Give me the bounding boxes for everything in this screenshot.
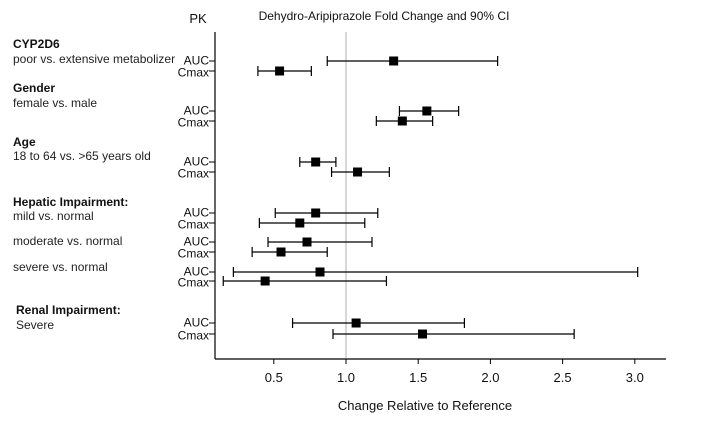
pk-label: AUC <box>184 235 210 249</box>
pk-label: AUC <box>184 206 210 220</box>
forest-row: AUC <box>184 54 499 68</box>
forest-row: Cmax <box>178 218 366 232</box>
pk-label: Cmax <box>178 329 209 343</box>
x-tick-label: 1.5 <box>409 370 427 385</box>
point-estimate <box>389 56 399 66</box>
forest-row: Cmax <box>178 167 390 181</box>
forest-row: Cmax <box>178 329 575 343</box>
point-estimate <box>295 218 305 228</box>
forest-row: AUC <box>184 206 379 220</box>
x-axis-label: Change Relative to Reference <box>338 398 512 413</box>
forest-row: AUC <box>184 235 373 249</box>
group-title: Hepatic Impairment: <box>13 195 129 209</box>
group-title: Renal Impairment: <box>16 303 121 317</box>
group-subtitle: mild vs. normal <box>13 209 94 223</box>
group-subtitle: moderate vs. normal <box>13 234 123 248</box>
x-tick-label: 2.5 <box>554 370 572 385</box>
forest-row: AUC <box>184 265 639 279</box>
group-subtitle: severe vs. normal <box>13 260 108 274</box>
point-estimate <box>311 208 321 218</box>
point-estimate <box>276 247 286 257</box>
point-estimate <box>397 116 407 126</box>
chart-title: Dehydro-Aripiprazole Fold Change and 90%… <box>259 9 510 23</box>
x-tick-label: 1.0 <box>337 370 355 385</box>
group-subtitle: female vs. male <box>13 96 98 110</box>
x-tick-label: 2.0 <box>481 370 499 385</box>
forest-row: AUC <box>184 155 337 169</box>
pk-label: AUC <box>184 155 210 169</box>
pk-label: AUC <box>184 104 210 118</box>
pk-label: Cmax <box>178 276 209 290</box>
pk-label: Cmax <box>178 66 209 80</box>
pk-label: Cmax <box>178 247 209 261</box>
group-title: Gender <box>13 81 56 95</box>
group-subtitle: poor vs. extensive metabolizer <box>13 52 176 66</box>
pk-label: Cmax <box>178 167 209 181</box>
pk-label: Cmax <box>178 116 209 130</box>
point-estimate <box>418 329 428 339</box>
pk-label: AUC <box>184 316 210 330</box>
pk-label: AUC <box>184 265 210 279</box>
forest-row: AUC <box>184 316 466 330</box>
group-subtitle: 18 to 64 vs. >65 years old <box>13 149 151 163</box>
point-estimate <box>275 66 285 76</box>
forest-row: Cmax <box>178 116 434 130</box>
point-estimate <box>302 237 312 247</box>
point-estimate <box>353 167 363 177</box>
point-estimate <box>422 106 432 116</box>
point-estimate <box>311 157 321 167</box>
point-estimate <box>315 267 325 277</box>
forest-row: Cmax <box>178 276 388 290</box>
x-tick-label: 0.5 <box>265 370 283 385</box>
group-title: CYP2D6 <box>13 37 60 51</box>
forest-row: Cmax <box>178 247 328 261</box>
forest-row: Cmax <box>178 66 312 80</box>
pk-label: Cmax <box>178 218 209 232</box>
forest-row: AUC <box>184 104 460 118</box>
group-title: Age <box>13 135 36 149</box>
x-tick-label: 3.0 <box>626 370 644 385</box>
point-estimate <box>351 318 361 328</box>
group-subtitle: Severe <box>16 318 55 332</box>
point-estimate <box>260 276 270 286</box>
pk-label: AUC <box>184 54 210 68</box>
pk-header: PK <box>189 11 207 26</box>
